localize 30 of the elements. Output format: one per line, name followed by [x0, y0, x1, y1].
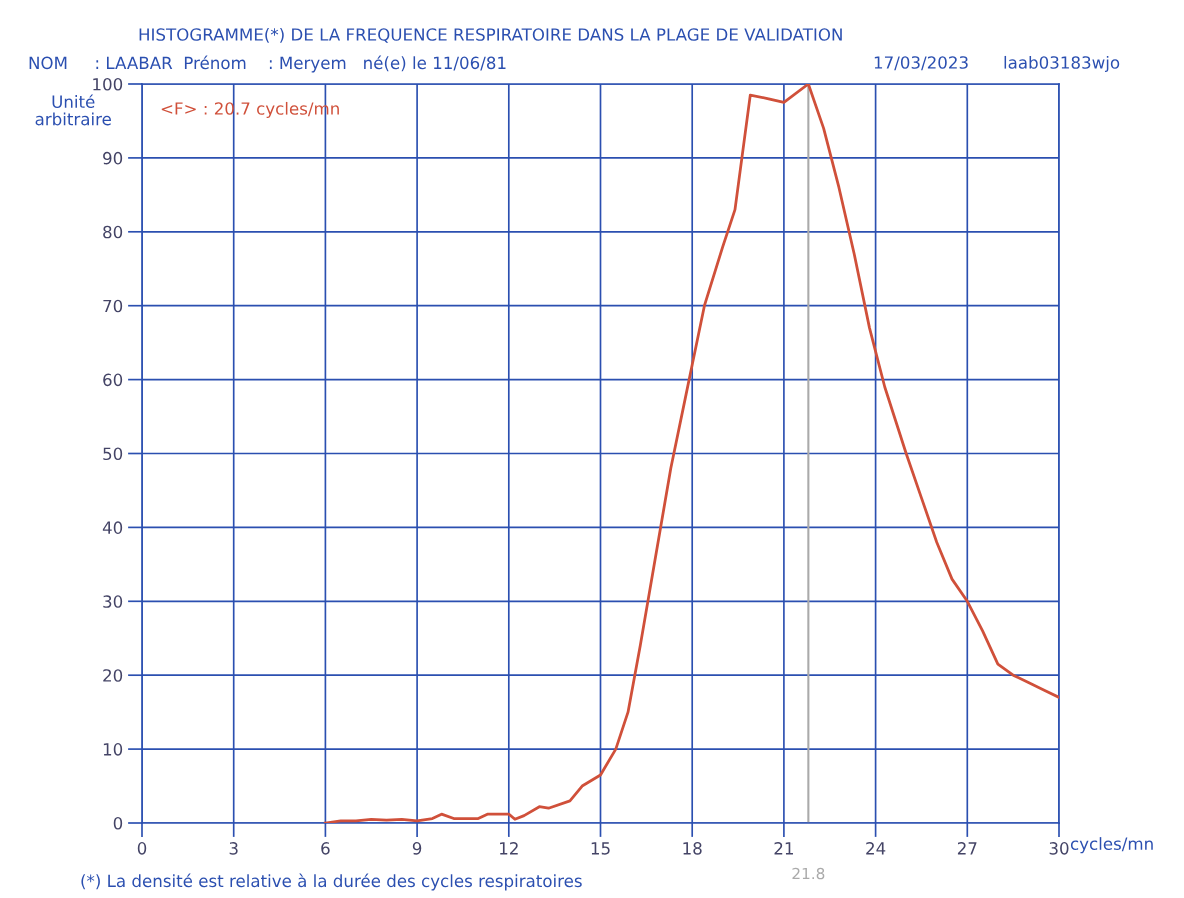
chart-subtitle: NOM : LAABAR Prénom : Meryem né(e) le 11/06/81 — [29, 55, 506, 73]
y-tick-label: 100 — [93, 77, 123, 91]
text: (*) La densité est relative à la durée des cycles respiratoires — [81, 873, 582, 891]
x-tick-label: 6 — [321, 842, 330, 855]
y-tick-label: 60 — [103, 373, 123, 387]
x-tick-label: 15 — [591, 842, 610, 855]
x-tick-label: 24 — [866, 842, 886, 855]
x-tick-label: 18 — [683, 842, 702, 855]
x-axis-title: cycles/mn — [1070, 837, 1153, 854]
y-tick-label: 50 — [103, 447, 123, 461]
x-tick-label: 3 — [229, 842, 238, 855]
y-tick-label: 80 — [103, 225, 123, 239]
y-tick-label: 0 — [113, 816, 123, 830]
y-tick-label: 70 — [103, 299, 123, 313]
x-tick-label: 9 — [412, 842, 422, 855]
x-tick-label: 12 — [500, 842, 518, 855]
x-tick-label: 21 — [774, 842, 793, 855]
x-tick-label: 27 — [957, 842, 977, 855]
text: 17/03/2023 — [874, 56, 968, 71]
text: laab03183wjo — [1004, 55, 1120, 73]
ref-line-label: 21.8 — [792, 867, 825, 880]
y-axis-title: Unité arbitraire — [35, 94, 111, 126]
y-tick-label: 40 — [102, 521, 123, 534]
x-tick-label: 30 — [1049, 842, 1069, 855]
chart-title: HISTOGRAMME(*) DE LA FREQUENCE RESPIRATOIRE DANS LA PLAGE DE VALIDATION — [139, 27, 842, 43]
x-tick-label: 0 — [137, 842, 147, 855]
y-tick-label: 30 — [103, 595, 123, 608]
y-tick-label: 10 — [103, 743, 123, 756]
y-tick-label: 90 — [103, 151, 123, 165]
y-tick-label: 20 — [103, 669, 123, 682]
